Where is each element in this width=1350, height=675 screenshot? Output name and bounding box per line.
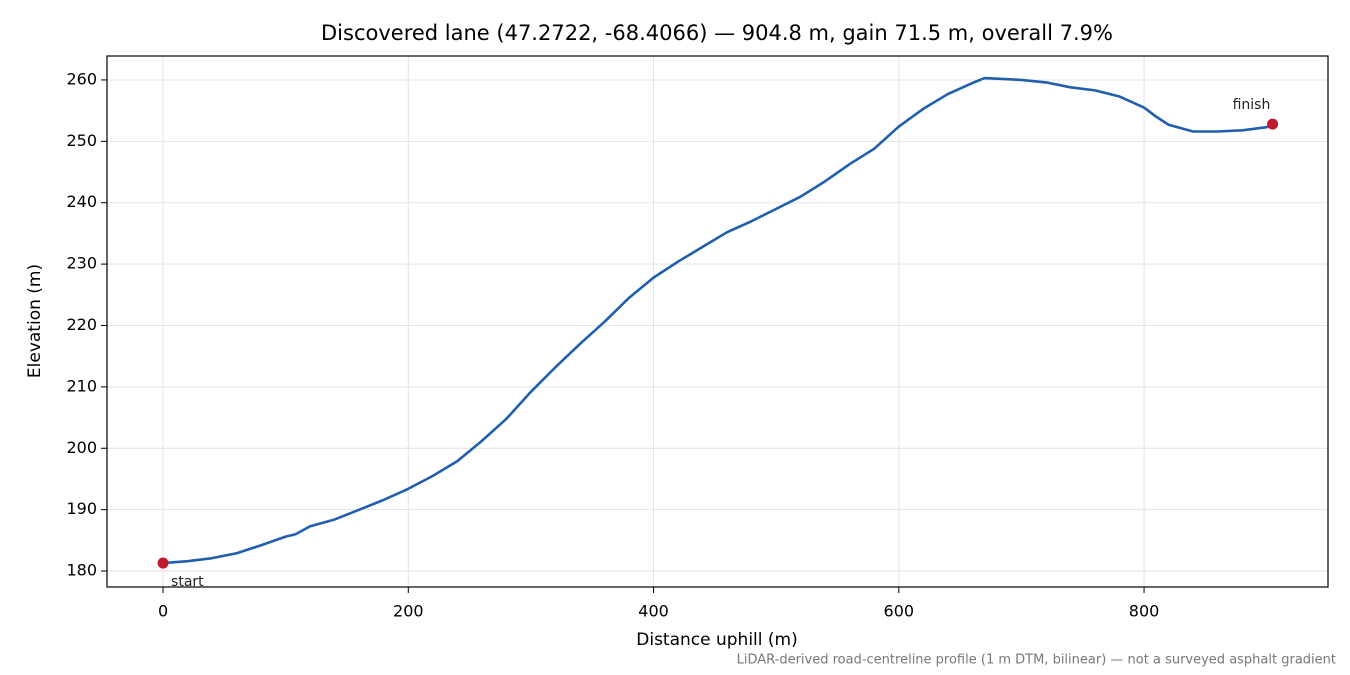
y-axis-label: Elevation (m)	[25, 264, 45, 378]
chart-title: Discovered lane (47.2722, -68.4066) — 90…	[321, 21, 1113, 45]
y-tick-label: 190	[66, 499, 97, 518]
start-marker	[157, 557, 169, 569]
y-tick-label: 260	[66, 69, 97, 88]
elevation-line	[162, 76, 1274, 565]
x-tick-label: 400	[638, 602, 669, 621]
x-tick-label: 200	[393, 602, 424, 621]
y-tick-label: 220	[66, 315, 97, 334]
finish-marker	[1267, 118, 1279, 130]
y-tick-label: 240	[66, 192, 97, 211]
y-tick-label: 210	[66, 376, 97, 395]
x-axis-label: Distance uphill (m)	[636, 630, 797, 650]
y-tick-label: 200	[66, 438, 97, 457]
start-label: start	[171, 574, 204, 590]
footnote: LiDAR-derived road-centreline profile (1…	[737, 653, 1336, 668]
x-tick-label: 0	[158, 602, 168, 621]
y-tick-label: 180	[66, 561, 97, 580]
y-tick-label: 250	[66, 131, 97, 150]
y-tick-label: 230	[66, 254, 97, 273]
plot-frame	[106, 55, 1329, 588]
x-tick-label: 600	[884, 602, 915, 621]
finish-label: finish	[1233, 97, 1271, 113]
x-tick-label: 800	[1129, 602, 1160, 621]
